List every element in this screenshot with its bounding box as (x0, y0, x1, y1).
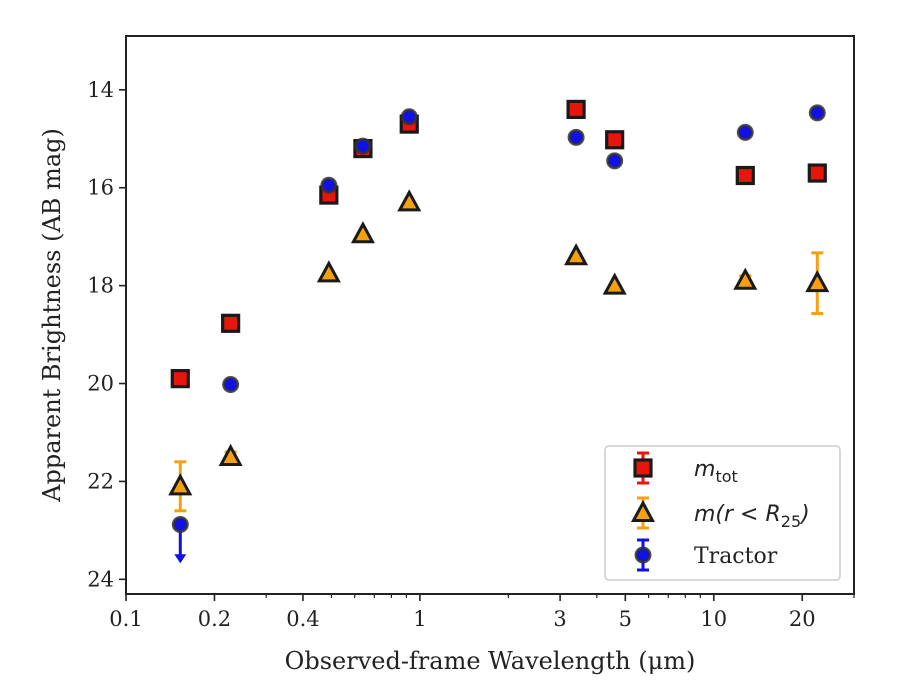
legend-box (604, 445, 841, 581)
data-point-triangle (805, 270, 830, 293)
legend-marker (634, 546, 652, 564)
data-point-triangle (733, 267, 758, 290)
y-tick-label: 14 (87, 78, 114, 102)
x-axis-label: Observed-frame Wavelength (μm) (285, 647, 696, 675)
data-point-circle (171, 515, 189, 533)
data-point-square (807, 163, 827, 183)
x-tick-label: 0.2 (198, 607, 231, 631)
series-circle (171, 104, 826, 564)
data-point-circle (736, 123, 754, 141)
y-axis-label: Apparent Brightness (AB mag) (38, 128, 66, 503)
x-tick-label: 0.4 (286, 607, 319, 631)
x-tick-label: 1 (413, 607, 426, 631)
data-point-circle (400, 108, 418, 126)
x-tick-label: 10 (700, 607, 727, 631)
data-point-triangle (350, 221, 375, 244)
legend-marker (630, 499, 656, 522)
data-point-circle (222, 376, 240, 394)
legend-label-main: m (694, 457, 715, 482)
data-point-square (605, 130, 625, 150)
data-point-triangle (397, 189, 422, 212)
y-tick-label: 18 (87, 274, 114, 298)
legend: mtot m(r < R25) Tractor (604, 445, 841, 581)
plot-frame (125, 35, 855, 595)
data-point-circle (354, 137, 372, 155)
legend-marker-square (633, 451, 653, 485)
data-point-triangle (218, 443, 243, 466)
data-point-square (566, 99, 586, 120)
data-point-square (735, 165, 755, 186)
legend-label-subscript: tot (715, 467, 737, 486)
y-tick-label: 22 (87, 469, 114, 493)
data-point-circle (606, 152, 624, 170)
legend-marker (633, 458, 653, 478)
data-point-triangle (168, 473, 193, 496)
x-tick-label: 3 (553, 607, 566, 631)
plot-layer (168, 99, 830, 564)
data-point-circle (320, 176, 338, 194)
legend-label: mtot (694, 457, 738, 486)
legend-label: m(r < R25) (694, 502, 810, 531)
legend-marker-circle (634, 538, 652, 572)
series-square (170, 99, 827, 389)
y-tick-label: 16 (87, 176, 114, 200)
data-point-square (221, 313, 241, 333)
y-tick-label: 24 (87, 567, 114, 591)
axes-layer: 0.1 0.2 0.4 1 3 5 10 20 14 16 18 20 22 24 (87, 78, 855, 631)
legend-label-tail: ) (799, 502, 810, 527)
x-tick-label: 0.1 (109, 607, 142, 631)
legend-marker-triangle (630, 496, 656, 530)
data-point-triangle (602, 272, 627, 295)
data-point-triangle (564, 243, 589, 266)
legend-label: Tractor (694, 544, 778, 569)
upper-limit-arrow (174, 554, 187, 564)
data-point-square (170, 369, 190, 389)
data-point-circle (567, 128, 585, 146)
x-tick-label: 20 (789, 607, 816, 631)
y-tick-label: 20 (87, 372, 114, 396)
series-triangle (168, 189, 830, 513)
x-tick-label: 5 (619, 607, 632, 631)
data-point-triangle (316, 260, 341, 283)
data-point-circle (808, 104, 826, 122)
legend-label-subscript: 25 (781, 512, 801, 531)
legend-label-main: m(r < R (694, 502, 781, 527)
